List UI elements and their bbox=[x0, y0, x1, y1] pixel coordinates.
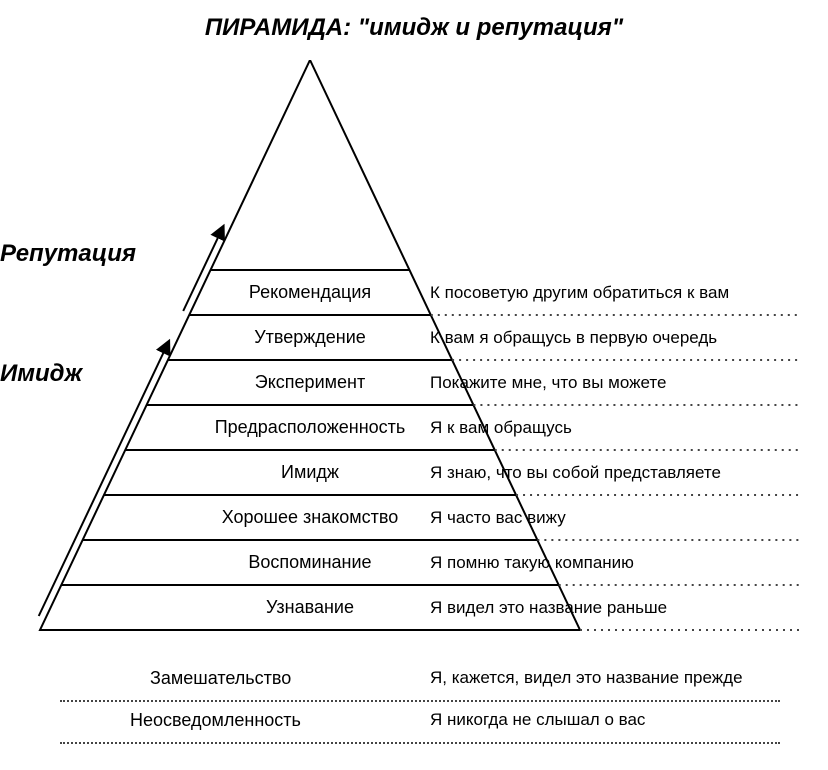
level-desc-7: Я видел это название раньше bbox=[430, 598, 667, 618]
level-desc-5: Я часто вас вижу bbox=[430, 508, 566, 528]
level-desc-0: К посоветую другим обратиться к вам bbox=[430, 283, 729, 303]
below-term-1: Неосведомленность bbox=[130, 710, 301, 731]
below-desc-0: Я, кажется, видел это название прежде bbox=[430, 668, 743, 688]
level-desc-1: К вам я обращусь в первую очередь bbox=[430, 328, 717, 348]
pyramid-wrap: Репутация Имидж РекомендацияК посоветую … bbox=[10, 60, 818, 640]
level-desc-6: Я помню такую компанию bbox=[430, 553, 634, 573]
level-desc-2: Покажите мне, что вы можете bbox=[430, 373, 666, 393]
below-block: Замешательство Я, кажется, видел это наз… bbox=[60, 660, 780, 744]
below-term-0: Замешательство bbox=[150, 668, 291, 689]
below-row-1: Неосведомленность Я никогда не слышал о … bbox=[60, 702, 780, 744]
level-desc-3: Я к вам обращусь bbox=[430, 418, 572, 438]
below-desc-1: Я никогда не слышал о вас bbox=[430, 710, 645, 730]
diagram-title: ПИРАМИДА: "имидж и репутация" bbox=[0, 14, 828, 42]
level-desc-4: Я знаю, что вы собой представляете bbox=[430, 463, 721, 483]
below-row-0: Замешательство Я, кажется, видел это наз… bbox=[60, 660, 780, 702]
